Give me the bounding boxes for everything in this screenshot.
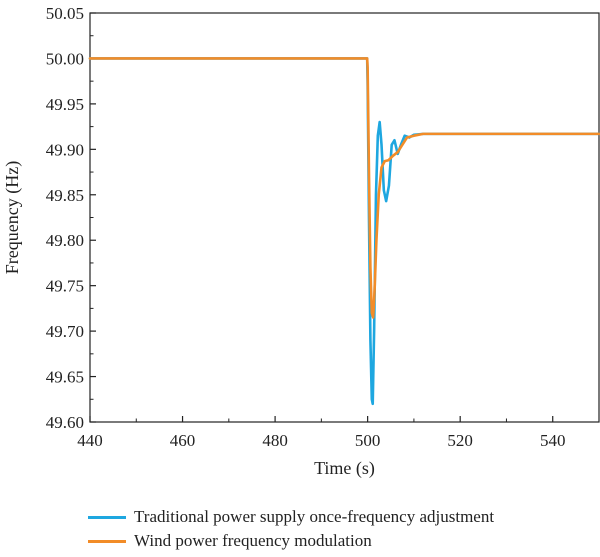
y-tick-label: 49.75 xyxy=(46,277,84,296)
x-tick-label: 540 xyxy=(540,431,566,450)
series-line-traditional xyxy=(88,57,600,406)
y-tick-label: 49.85 xyxy=(46,186,84,205)
x-tick-label: 460 xyxy=(170,431,196,450)
x-tick-label: 500 xyxy=(355,431,381,450)
legend: Traditional power supply once-frequency … xyxy=(88,505,494,553)
y-tick-label: 50.05 xyxy=(46,4,84,23)
y-tick-label: 49.60 xyxy=(46,413,84,432)
legend-swatch-wind xyxy=(88,539,126,543)
legend-item-wind: Wind power frequency modulation xyxy=(88,529,494,553)
legend-item-traditional: Traditional power supply once-frequency … xyxy=(88,505,494,529)
plot-frame xyxy=(89,12,600,423)
legend-swatch-traditional xyxy=(88,515,126,519)
series-lines xyxy=(88,57,600,406)
series-line-wind xyxy=(88,57,600,319)
x-axis-title: Time (s) xyxy=(314,458,375,479)
legend-label-wind: Wind power frequency modulation xyxy=(134,531,372,550)
y-tick-label: 49.70 xyxy=(46,322,84,341)
x-tick-label: 480 xyxy=(262,431,288,450)
y-tick-label: 49.80 xyxy=(46,231,84,250)
line-chart: 440 460 480 500 520 540 49.6049.6549.7049.754… xyxy=(2,4,600,479)
y-axis-title: Frequency (Hz) xyxy=(2,161,23,274)
plot-area-border xyxy=(89,12,600,423)
y-tick-label: 49.95 xyxy=(46,95,84,114)
y-tick-label: 49.65 xyxy=(46,368,84,387)
x-axis: 440 460 480 500 520 540 xyxy=(77,416,565,450)
legend-label-traditional: Traditional power supply once-frequency … xyxy=(134,507,495,526)
y-axis: 49.60 49.65 49.70 49.75 49.80 49.85 49.90 49.95… xyxy=(46,4,96,432)
y-tick-label: 49.90 xyxy=(46,140,84,159)
y-tick-label: 50.00 xyxy=(46,49,84,68)
x-tick-label: 440 xyxy=(77,431,103,450)
x-tick-label: 520 xyxy=(447,431,473,450)
